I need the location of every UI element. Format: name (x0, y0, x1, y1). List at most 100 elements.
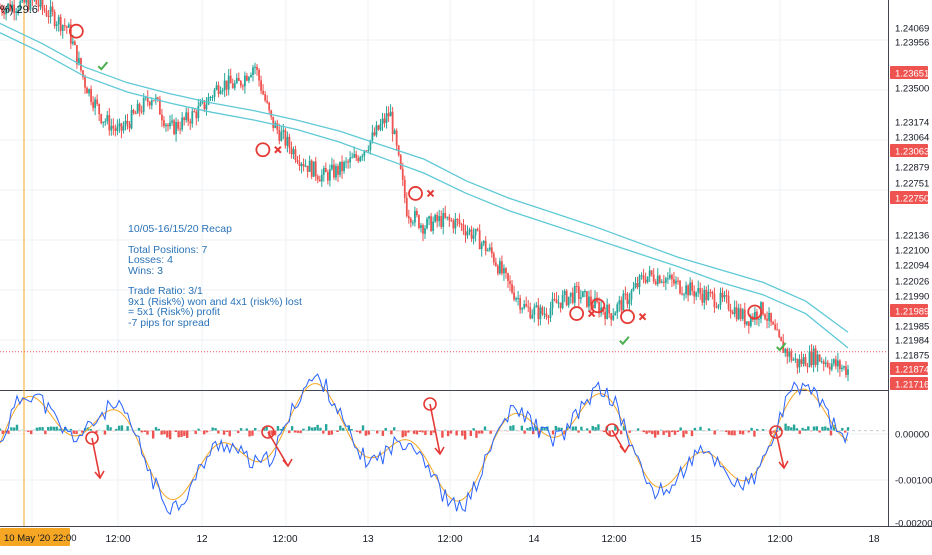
price-label: 1.22879 (890, 160, 929, 174)
osc-arrow (430, 404, 440, 454)
candle-body (517, 298, 519, 299)
osc-histogram-bar (597, 424, 599, 430)
osc-histogram-bar (299, 431, 301, 434)
osc-histogram-bar (648, 431, 650, 433)
time-tick-label: 13 (362, 534, 374, 545)
candle-body (139, 104, 141, 112)
candle-body (119, 123, 121, 126)
candle-body (809, 352, 811, 367)
osc-histogram-bar (419, 431, 421, 432)
candle-body (578, 286, 580, 299)
candle-body (212, 97, 214, 98)
candle-body (792, 360, 794, 361)
candle-body (758, 319, 760, 320)
price-tick-label: 1.24069 (895, 24, 929, 35)
candle-body (845, 366, 847, 375)
candle-body (847, 369, 849, 375)
candle-body (329, 169, 331, 181)
price-label: 1.21985 (895, 322, 929, 333)
price-label: 1.23651 (890, 66, 929, 80)
candle-body (206, 105, 208, 110)
osc-histogram-bar (308, 426, 310, 430)
candle-body (46, 11, 48, 16)
candle-body (177, 122, 179, 129)
candle-body (463, 225, 465, 231)
candle-body (133, 110, 135, 113)
candle-body (835, 359, 837, 366)
osc-histogram-bar (333, 430, 335, 431)
recap-line: Wins: 3 (128, 266, 302, 276)
candle-body (527, 307, 529, 308)
osc-histogram-bar (628, 431, 630, 433)
candle-body (376, 125, 378, 135)
candle-body (456, 219, 458, 220)
candle-body (829, 367, 831, 370)
candle-body (513, 293, 515, 300)
candle-body (193, 111, 195, 112)
osc-histogram-bar (714, 431, 716, 435)
candle-body (612, 316, 614, 320)
osc-histogram-bar (583, 430, 585, 431)
candle-body (786, 349, 788, 357)
candle-body (815, 349, 817, 365)
candle-body (586, 291, 588, 307)
osc-histogram-bar (506, 431, 508, 432)
osc-histogram-bar (214, 428, 216, 430)
candle-body (677, 281, 679, 282)
osc-histogram-bar (816, 426, 818, 430)
candle-body (738, 308, 740, 319)
osc-histogram-bar (197, 429, 199, 431)
candle-body (744, 309, 746, 324)
candle-body (515, 298, 517, 299)
candle-body (469, 230, 471, 232)
candle-body (584, 291, 586, 292)
candle-body (400, 155, 402, 169)
candle-body (66, 26, 68, 27)
candle-body (88, 89, 90, 93)
candle-body (479, 230, 481, 249)
candle-body (408, 216, 410, 218)
candle-body (187, 112, 189, 121)
osc-histogram-bar (407, 431, 409, 433)
candle-body (343, 162, 345, 171)
osc-histogram-bar (787, 426, 789, 431)
osc-histogram-bar (518, 431, 520, 432)
candle-body (675, 281, 677, 284)
candle-body (313, 161, 315, 176)
osc-histogram-bar (192, 430, 194, 431)
candle-body (54, 12, 56, 26)
candle-body (339, 162, 341, 175)
candle-body (742, 309, 744, 318)
candle-body (511, 284, 513, 292)
osc-histogram-bar (121, 425, 123, 430)
osc-histogram-bar (203, 431, 205, 435)
osc-histogram-bar (118, 426, 120, 431)
candle-body (566, 291, 568, 305)
osc-histogram-bar (481, 431, 483, 434)
price-tick-label: 1.23174 (895, 118, 929, 129)
candle-body (335, 166, 337, 177)
candle-body (131, 110, 133, 128)
osc-histogram-bar (189, 431, 191, 432)
candle-body (671, 275, 673, 279)
candle-body (539, 307, 541, 319)
recap-line: Losses: 4 (128, 255, 302, 265)
candle-body (801, 359, 803, 364)
osc-histogram-bar (404, 431, 406, 437)
candle-body (610, 313, 612, 319)
candle-body (481, 244, 483, 250)
price-label: 1.23063 (890, 144, 929, 158)
candle-body (505, 268, 507, 273)
osc-histogram-bar (58, 429, 60, 431)
osc-histogram-bar (180, 431, 182, 437)
osc-tick-label: -0.00100 (895, 476, 932, 487)
candle-body (234, 83, 236, 88)
candle-body (228, 76, 230, 90)
osc-histogram-bar (589, 431, 591, 434)
candle-body (388, 113, 390, 116)
candle-body (606, 305, 608, 319)
candle-body (317, 176, 319, 179)
candle-body (349, 158, 351, 163)
